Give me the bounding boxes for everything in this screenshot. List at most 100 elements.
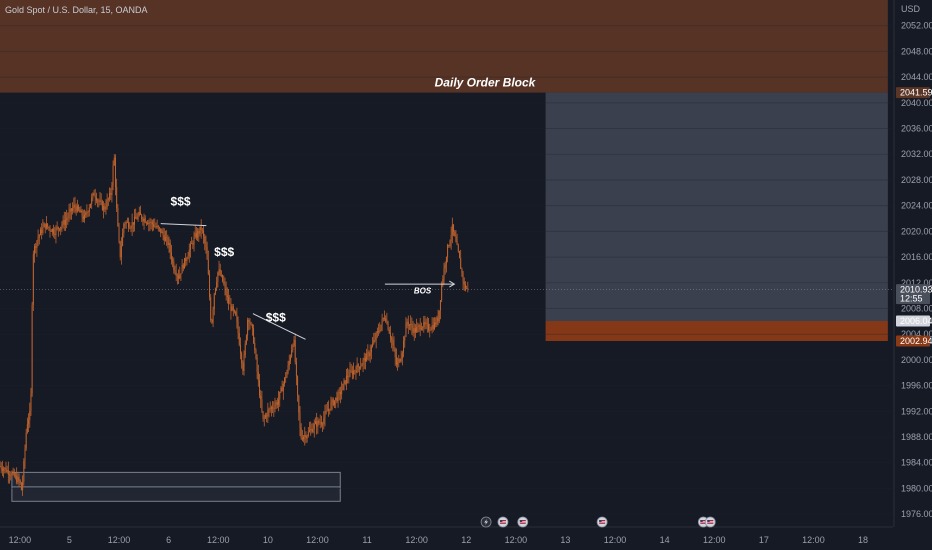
candle-body: [231, 306, 233, 311]
candle-body: [295, 362, 297, 377]
candle-body: [199, 226, 201, 234]
y-tick-label: 2028.000: [901, 175, 932, 185]
y-tick-label: 1996.000: [901, 381, 932, 391]
candle-body: [169, 242, 171, 253]
candle-body: [187, 256, 189, 260]
candle-body: [299, 412, 301, 428]
candle-body: [135, 216, 137, 219]
y-tick-label: 2032.000: [901, 149, 932, 159]
candle-body: [341, 390, 343, 395]
flag-canton: [700, 520, 703, 522]
candle-body: [288, 360, 290, 366]
event-markers[interactable]: [480, 516, 716, 528]
candle-body: [75, 206, 77, 212]
time-axis[interactable]: 12:00 5 12:00 6 12:00 10 12:00 11 12:00 12 12:00 13…: [0, 526, 893, 545]
candle-body: [374, 339, 376, 341]
x-tick-label: 11: [362, 535, 371, 545]
us-flag-icon[interactable]: [596, 516, 608, 528]
candle-body: [256, 357, 258, 372]
candle-body: [122, 233, 124, 246]
candle-body: [286, 372, 288, 378]
candle-body: [153, 224, 155, 227]
y-tick-label: 1984.000: [901, 458, 932, 468]
candle-body: [312, 428, 314, 433]
candle-body: [345, 375, 347, 384]
candle-body: [297, 376, 299, 396]
candle-body: [243, 355, 245, 372]
annotation-liquidity-2: $$$: [214, 245, 234, 259]
price-tag-zone-top: [896, 315, 930, 327]
y-tick-label: 2000.000: [901, 355, 932, 365]
candle-body: [10, 475, 12, 476]
x-tick-label: 12:00: [306, 535, 329, 545]
flag-canton: [519, 520, 523, 522]
flag-canton: [707, 520, 710, 522]
candle-body: [247, 320, 249, 336]
candle-body: [461, 268, 463, 273]
candle-body: [318, 420, 320, 423]
candle-body: [99, 200, 101, 202]
candle-body: [304, 434, 306, 437]
candle-body: [398, 359, 400, 363]
candle-body: [111, 185, 113, 195]
candle-body: [262, 411, 264, 419]
candle-body: [50, 230, 52, 232]
candle-body: [403, 340, 405, 353]
candle-body: [373, 339, 375, 344]
candle-body: [42, 227, 44, 234]
candle-body: [66, 218, 68, 221]
candle-body: [222, 274, 224, 282]
candle-body: [451, 224, 453, 236]
price-tag-label-zone-top: 2006.049: [900, 316, 932, 326]
candle-body: [347, 375, 349, 377]
candle-body: [353, 370, 355, 375]
candle-body: [399, 359, 401, 362]
us-flag-icon[interactable]: [517, 516, 529, 528]
candle-body: [210, 297, 212, 321]
flag-canton: [599, 520, 602, 522]
candle-body: [320, 422, 322, 425]
candle-body: [311, 428, 313, 433]
candle-body: [167, 237, 169, 246]
us-flag-icon[interactable]: [704, 516, 716, 528]
candle-body: [387, 322, 389, 330]
y-tick-label: 2008.000: [901, 303, 932, 313]
candle-body: [368, 352, 370, 357]
candle-body: [410, 324, 412, 325]
candle-body: [193, 236, 195, 245]
candle-body: [357, 364, 359, 367]
candle-body: [30, 393, 32, 411]
candle-body: [332, 399, 334, 405]
candle-body: [241, 353, 243, 364]
candle-body: [259, 380, 261, 396]
zone-label-daily-order-block: Daily Order Block: [435, 76, 537, 90]
price-axis[interactable]: 1976.000 1980.000 1984.000 1988.000 1992.000…: [893, 0, 932, 550]
candle-body: [363, 357, 365, 361]
candle-body: [73, 204, 75, 209]
candle-body: [232, 306, 234, 311]
candle-body: [411, 324, 413, 328]
candle-body: [316, 421, 318, 427]
candle-body: [25, 432, 27, 449]
candle-body: [261, 399, 263, 412]
candle-body: [151, 221, 153, 225]
candle-body: [420, 328, 422, 330]
candle-body: [43, 223, 45, 228]
candle-body: [118, 225, 120, 242]
us-flag-icon[interactable]: [497, 516, 509, 528]
price-tag-label-zone-bottom: 2002.942: [900, 336, 932, 346]
candle-body: [379, 330, 381, 332]
candle-body: [369, 352, 371, 357]
candle-body: [460, 258, 462, 269]
candle-body: [157, 225, 159, 228]
lightning-icon[interactable]: [480, 516, 492, 528]
candle-body: [289, 356, 291, 361]
candle-body: [362, 360, 364, 365]
candle-body: [344, 380, 346, 384]
candle-body: [324, 412, 326, 419]
candle-body: [93, 193, 95, 196]
candle-body: [164, 237, 166, 241]
candle-body: [197, 231, 199, 238]
